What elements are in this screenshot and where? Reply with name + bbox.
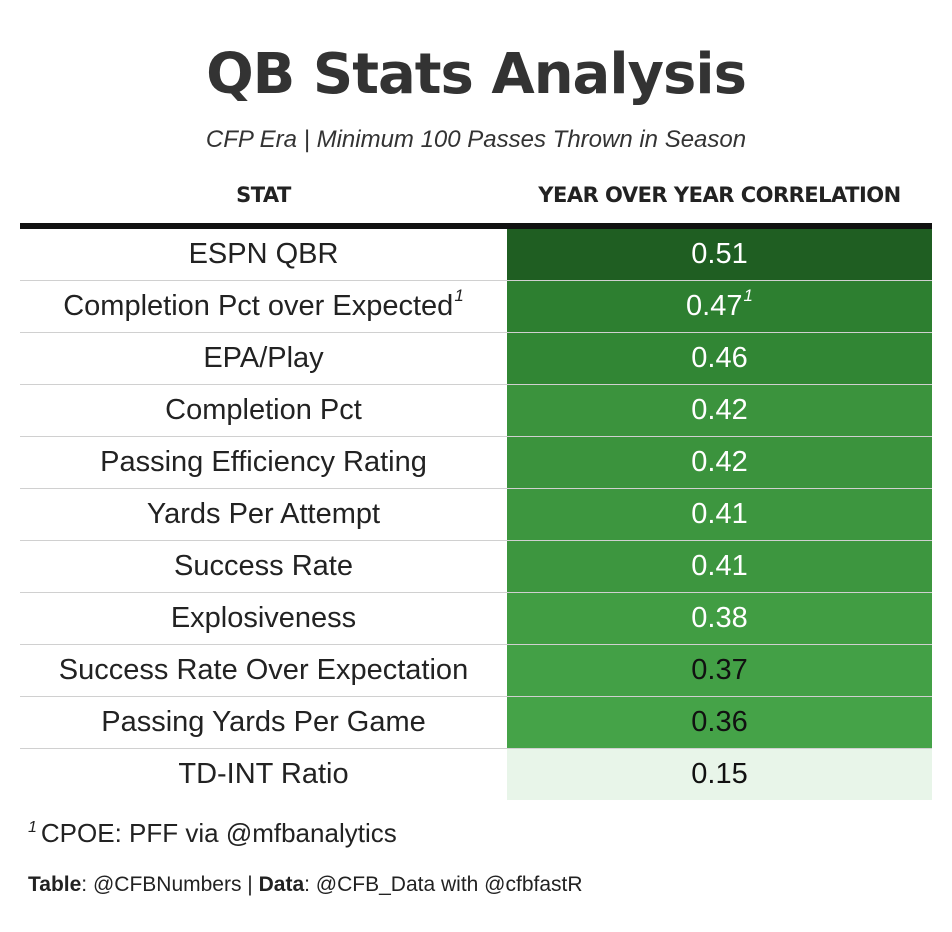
stat-cell: Completion Pct over Expected 1 bbox=[20, 281, 507, 332]
stat-cell: Explosiveness bbox=[20, 593, 507, 644]
page-title: QB Stats Analysis bbox=[206, 42, 747, 107]
stat-label: Success Rate Over Expectation bbox=[58, 654, 469, 686]
column-header-stat: STAT bbox=[236, 183, 291, 207]
value-footnote-mark: 1 bbox=[743, 285, 753, 305]
correlation-cell: 0.42 bbox=[507, 385, 932, 436]
stats-table: ESPN QBR 0.51 Completion Pct over Expected… bbox=[20, 229, 932, 800]
header-rule bbox=[20, 223, 932, 229]
correlation-value: 0.15 bbox=[691, 758, 748, 790]
footnote-text: CPOE: PFF via @mfbanalytics bbox=[40, 818, 397, 848]
correlation-value: 0.46 bbox=[691, 342, 748, 374]
footnote-mark: 1 bbox=[28, 819, 37, 836]
credits-table-label: Table bbox=[28, 873, 82, 896]
stat-cell: ESPN QBR bbox=[20, 229, 507, 280]
stat-label: Completion Pct bbox=[165, 394, 362, 426]
stat-label: Passing Efficiency Rating bbox=[100, 446, 427, 478]
column-header-correlation: YEAR OVER YEAR CORRELATION bbox=[538, 183, 901, 207]
stat-label: Completion Pct over Expected bbox=[63, 290, 454, 322]
stat-cell: TD-INT Ratio bbox=[20, 749, 507, 800]
correlation-cell: 0.38 bbox=[507, 593, 932, 644]
page-subtitle: CFP Era | Minimum 100 Passes Thrown in S… bbox=[205, 126, 747, 153]
correlation-cell: 0.47 1 bbox=[507, 281, 932, 332]
table-row: Passing Efficiency Rating 0.42 bbox=[20, 437, 932, 489]
stat-label: Yards Per Attempt bbox=[146, 498, 381, 530]
credits-data-label: Data bbox=[258, 873, 305, 896]
stat-cell: Passing Efficiency Rating bbox=[20, 437, 507, 488]
table-row: ESPN QBR 0.51 bbox=[20, 229, 932, 281]
stat-label: TD-INT Ratio bbox=[178, 758, 349, 790]
table-row: Completion Pct 0.42 bbox=[20, 385, 932, 437]
stat-cell: Yards Per Attempt bbox=[20, 489, 507, 540]
correlation-value: 0.37 bbox=[691, 654, 748, 686]
correlation-value: 0.41 bbox=[691, 550, 748, 582]
correlation-cell: 0.15 bbox=[507, 749, 932, 800]
table-row: Passing Yards Per Game 0.36 bbox=[20, 697, 932, 749]
table-row: Success Rate 0.41 bbox=[20, 541, 932, 593]
stat-footnote-mark: 1 bbox=[454, 285, 464, 305]
correlation-value: 0.51 bbox=[691, 238, 748, 270]
table-row: Yards Per Attempt 0.41 bbox=[20, 489, 932, 541]
table-row: TD-INT Ratio 0.15 bbox=[20, 749, 932, 800]
stat-label: Explosiveness bbox=[170, 602, 357, 634]
correlation-cell: 0.46 bbox=[507, 333, 932, 384]
stat-label: EPA/Play bbox=[203, 342, 324, 374]
credits: Table: @CFBNumbers | Data: @CFB_Data wit… bbox=[28, 871, 583, 899]
table-row: Success Rate Over Expectation 0.37 bbox=[20, 645, 932, 697]
stat-label: Success Rate bbox=[174, 550, 353, 582]
table-row: Explosiveness 0.38 bbox=[20, 593, 932, 645]
stat-cell: Success Rate bbox=[20, 541, 507, 592]
correlation-cell: 0.36 bbox=[507, 697, 932, 748]
correlation-value: 0.47 bbox=[686, 290, 743, 322]
stat-cell: EPA/Play bbox=[20, 333, 507, 384]
correlation-cell: 0.42 bbox=[507, 437, 932, 488]
correlation-cell: 0.41 bbox=[507, 489, 932, 540]
table-row: EPA/Play 0.46 bbox=[20, 333, 932, 385]
footnote: 1 CPOE: PFF via @mfbanalytics bbox=[28, 816, 397, 855]
correlation-value: 0.41 bbox=[691, 498, 748, 530]
stat-cell: Passing Yards Per Game bbox=[20, 697, 507, 748]
correlation-value: 0.42 bbox=[691, 446, 748, 478]
correlation-value: 0.36 bbox=[691, 706, 748, 738]
stat-label: ESPN QBR bbox=[188, 238, 339, 270]
correlation-cell: 0.37 bbox=[507, 645, 932, 696]
credits-data-value: : @CFB_Data with @cfbfastR bbox=[304, 873, 583, 896]
correlation-cell: 0.41 bbox=[507, 541, 932, 592]
correlation-cell: 0.51 bbox=[507, 229, 932, 280]
correlation-value: 0.42 bbox=[691, 394, 748, 426]
stat-label: Passing Yards Per Game bbox=[101, 706, 426, 738]
stat-cell: Completion Pct bbox=[20, 385, 507, 436]
correlation-value: 0.38 bbox=[691, 602, 748, 634]
stat-cell: Success Rate Over Expectation bbox=[20, 645, 507, 696]
table-row: Completion Pct over Expected 1 0.47 1 bbox=[20, 281, 932, 333]
credits-table-value: : @CFBNumbers | bbox=[81, 873, 259, 896]
